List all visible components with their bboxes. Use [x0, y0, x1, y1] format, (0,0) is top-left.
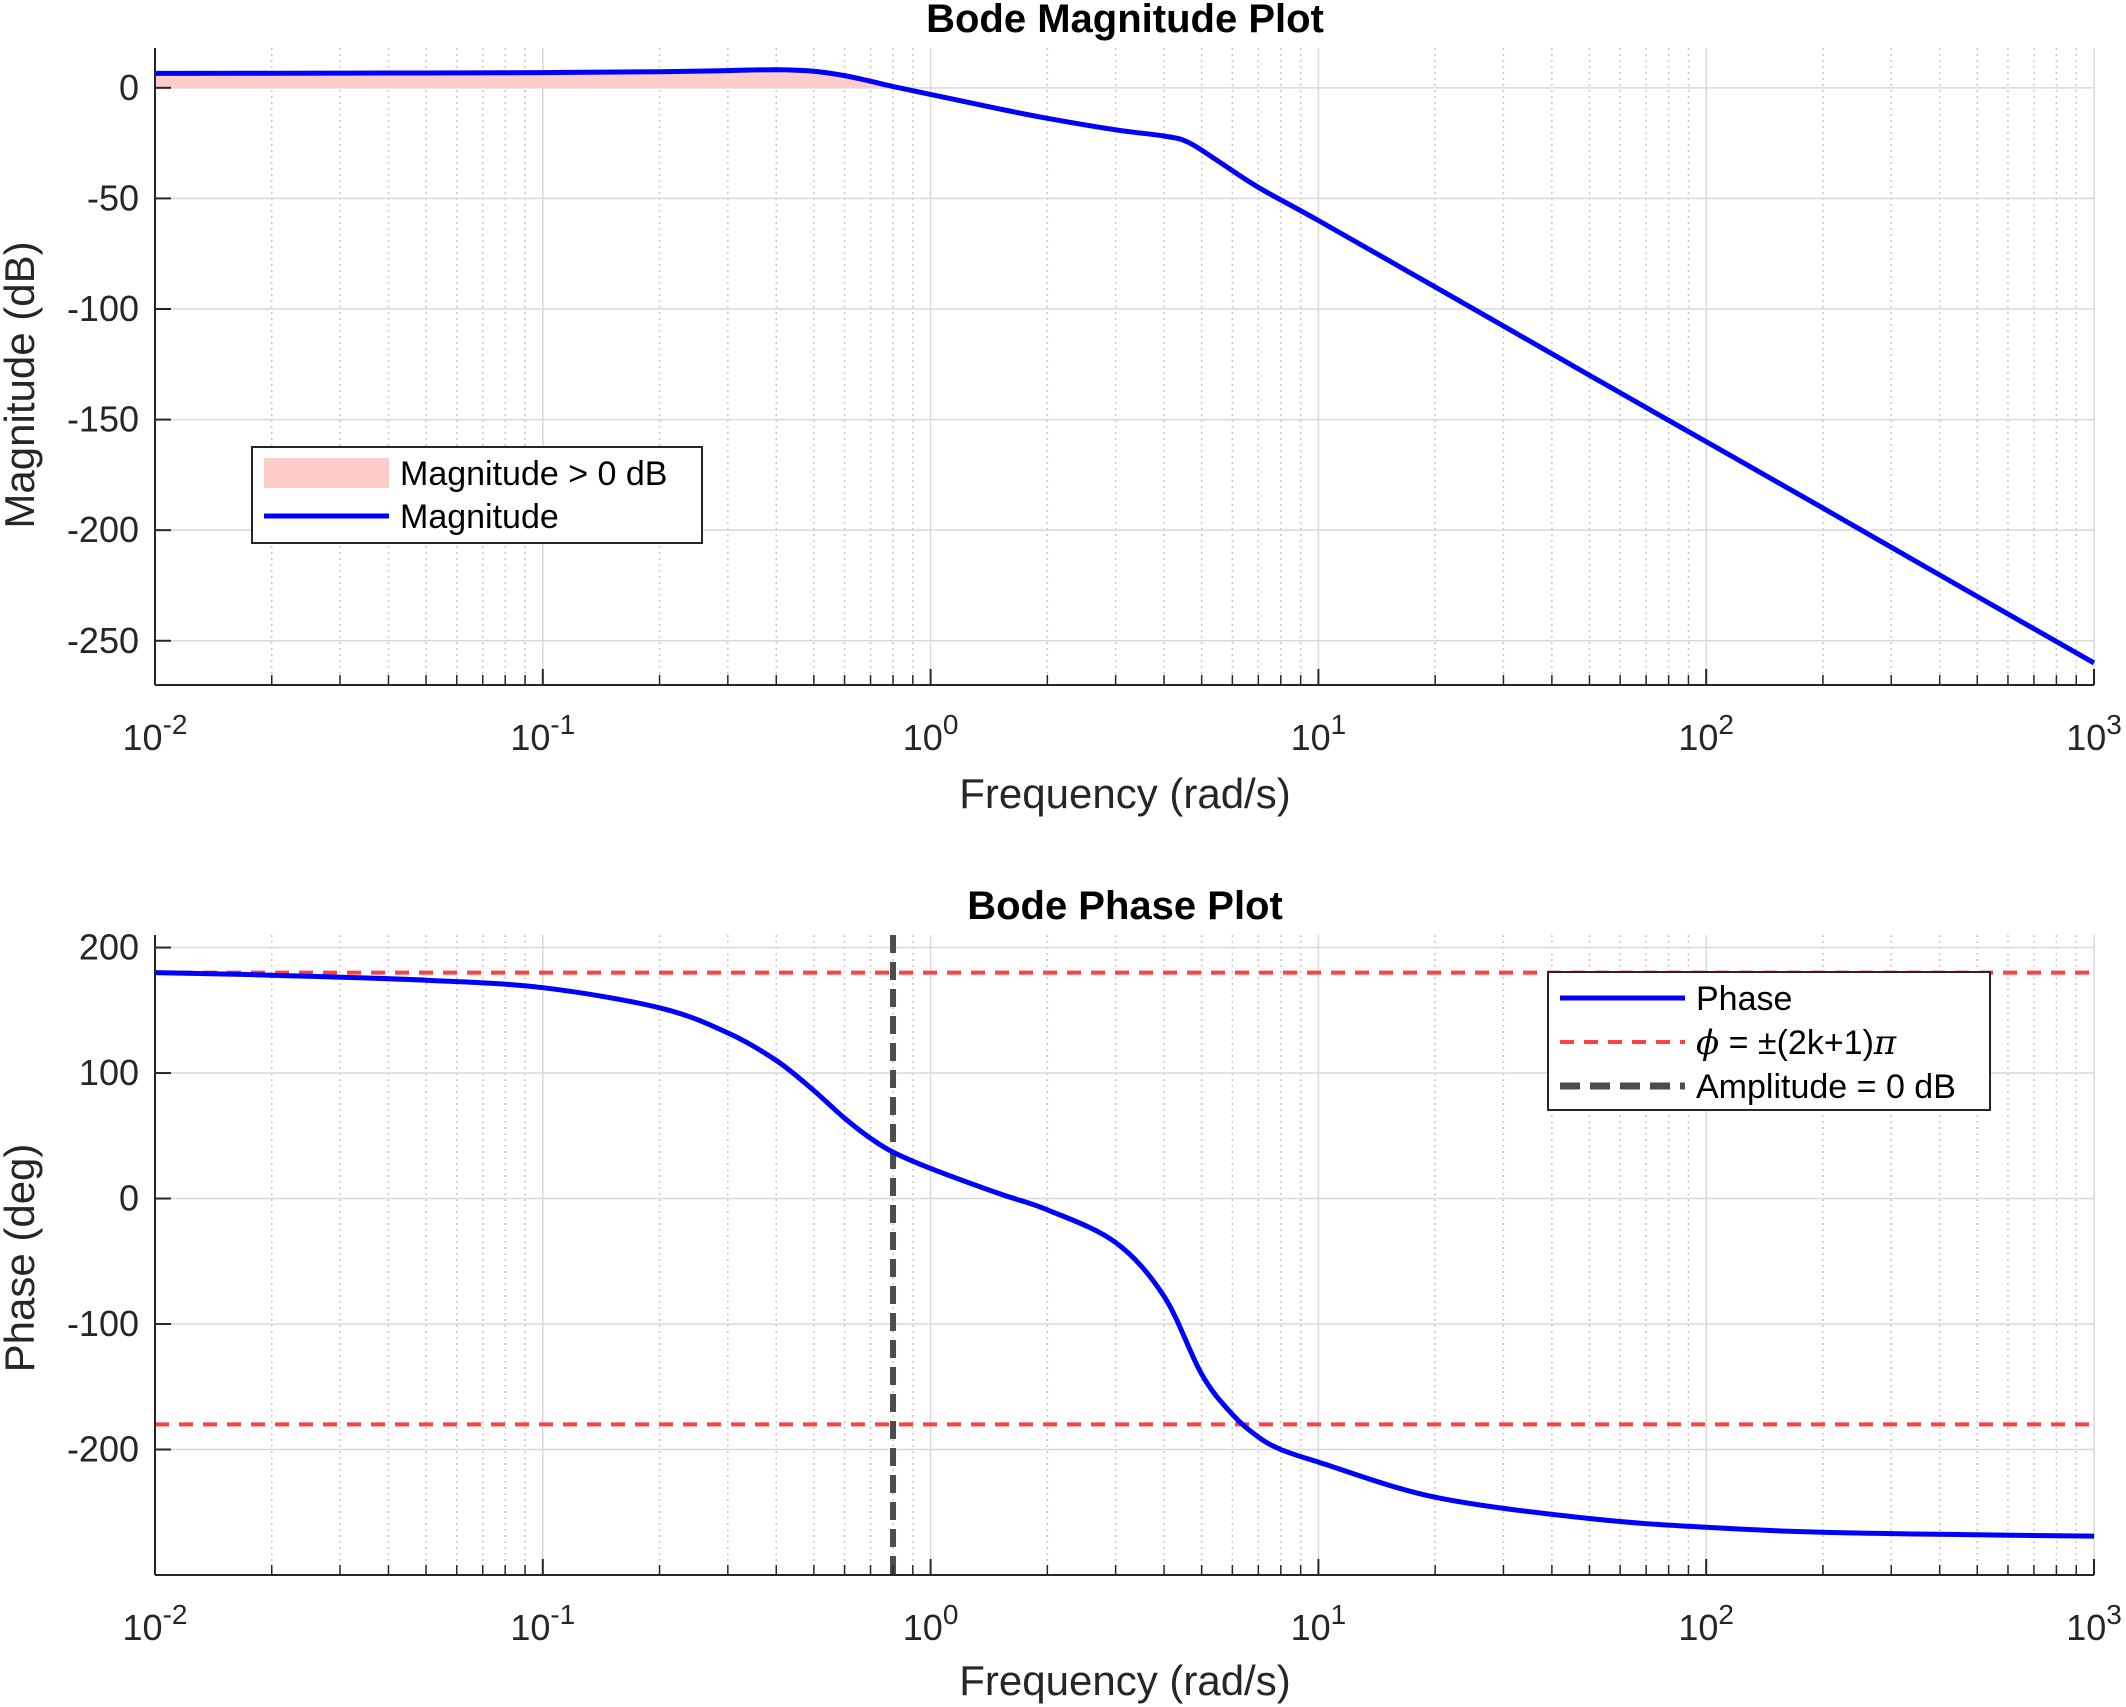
y-tick-label: 100: [79, 1052, 139, 1093]
legend-phi-symbol: ϕ: [1696, 1023, 1719, 1063]
y-tick-label: -250: [67, 620, 139, 661]
x-tick-label: 103: [2066, 1599, 2122, 1648]
legend-entry-crossover: ϕ = ±(2k+1)π: [1696, 1023, 1897, 1063]
magnitude-title: Bode Magnitude Plot: [926, 0, 1324, 41]
x-tick-label: 10-2: [123, 709, 188, 758]
phase-x-ticks: 10-2 10-1 100 101 102 103: [123, 1599, 2122, 1648]
x-tick-base: 10: [903, 717, 943, 758]
y-tick-label: -200: [67, 509, 139, 550]
y-tick-label: 0: [119, 67, 139, 108]
x-tick-exponent: 1: [1331, 1599, 1347, 1630]
x-tick-base: 10: [1291, 1607, 1331, 1648]
x-tick-base: 10: [2066, 717, 2106, 758]
phase-grid: [154, 935, 2095, 1575]
magnitude-y-label: Magnitude (dB): [0, 241, 43, 528]
x-tick-base: 10: [903, 1607, 943, 1648]
x-tick-label: 100: [903, 709, 959, 758]
x-tick-base: 10: [1291, 717, 1331, 758]
x-tick-base: 10: [123, 717, 163, 758]
x-tick-exponent: -2: [163, 1599, 188, 1630]
x-tick-base: 10: [2066, 1607, 2106, 1648]
y-tick-label: 0: [119, 1178, 139, 1219]
legend-entry-magnitude: Magnitude: [400, 498, 559, 536]
phase-line: [154, 970, 2095, 1539]
x-tick-base: 10: [1678, 717, 1718, 758]
legend-phi-equation: = ±(2k+1): [1719, 1024, 1874, 1062]
y-tick-label: 200: [79, 927, 139, 968]
x-tick-exponent: 0: [943, 1599, 959, 1630]
x-tick-label: 101: [1291, 1599, 1347, 1648]
phase-legend: Phase ϕ = ±(2k+1)π Amplitude = 0 dB: [1547, 971, 1991, 1111]
x-tick-base: 10: [1678, 1607, 1718, 1648]
x-tick-base: 10: [510, 717, 550, 758]
x-tick-exponent: 2: [1718, 709, 1734, 740]
legend-entry-positive: Magnitude > 0 dB: [400, 455, 667, 493]
x-tick-label: 103: [2066, 709, 2122, 758]
phase-axis-frame: [154, 935, 2095, 1576]
y-tick-label: -50: [87, 177, 139, 218]
x-tick-exponent: -1: [550, 709, 575, 740]
phase-title: Bode Phase Plot: [967, 884, 1283, 928]
y-tick-label: -100: [67, 288, 139, 329]
x-tick-label: 102: [1678, 709, 1734, 758]
legend-swatch-fill: [264, 458, 389, 488]
x-tick-exponent: 2: [1718, 1599, 1734, 1630]
x-tick-exponent: 0: [943, 709, 959, 740]
x-tick-exponent: 3: [2106, 1599, 2122, 1630]
legend-entry-phase: Phase: [1696, 980, 1792, 1018]
x-tick-label: 10-2: [123, 1599, 188, 1648]
x-tick-exponent: 1: [1331, 709, 1347, 740]
x-tick-label: 101: [1291, 709, 1347, 758]
x-tick-exponent: 3: [2106, 709, 2122, 740]
x-tick-exponent: -1: [550, 1599, 575, 1630]
magnitude-y-ticks: 0 -50 -100 -150 -200 -250: [67, 67, 139, 661]
x-tick-label: 102: [1678, 1599, 1734, 1648]
y-tick-label: -150: [67, 399, 139, 440]
phase-y-ticks: 200 100 0 -100 -200: [67, 927, 139, 1470]
legend-entry-amplitude: Amplitude = 0 dB: [1696, 1068, 1956, 1106]
phase-x-label: Frequency (rad/s): [959, 1657, 1290, 1704]
x-tick-base: 10: [510, 1607, 550, 1648]
magnitude-x-label: Frequency (rad/s): [959, 770, 1290, 817]
x-tick-exponent: -2: [163, 709, 188, 740]
y-tick-label: -200: [67, 1429, 139, 1470]
magnitude-grid: [154, 48, 2095, 685]
legend-pi-symbol: π: [1873, 1023, 1897, 1063]
magnitude-axes: 0-50-100-150-200-250 10-2 10-1 100 101 102 10…: [0, 0, 2122, 817]
magnitude-legend: Magnitude > 0 dB Magnitude: [251, 446, 703, 544]
x-tick-label: 10-1: [510, 1599, 575, 1648]
magnitude-axis-frame: [154, 48, 2095, 686]
magnitude-x-ticks: 10-2 10-1 100 101 102 103: [123, 709, 2122, 758]
x-tick-base: 10: [123, 1607, 163, 1648]
magnitude-line: [154, 67, 2096, 666]
y-tick-label: -100: [67, 1303, 139, 1344]
phase-y-label: Phase (deg): [0, 1144, 43, 1373]
x-tick-label: 10-1: [510, 709, 575, 758]
x-tick-label: 100: [903, 1599, 959, 1648]
